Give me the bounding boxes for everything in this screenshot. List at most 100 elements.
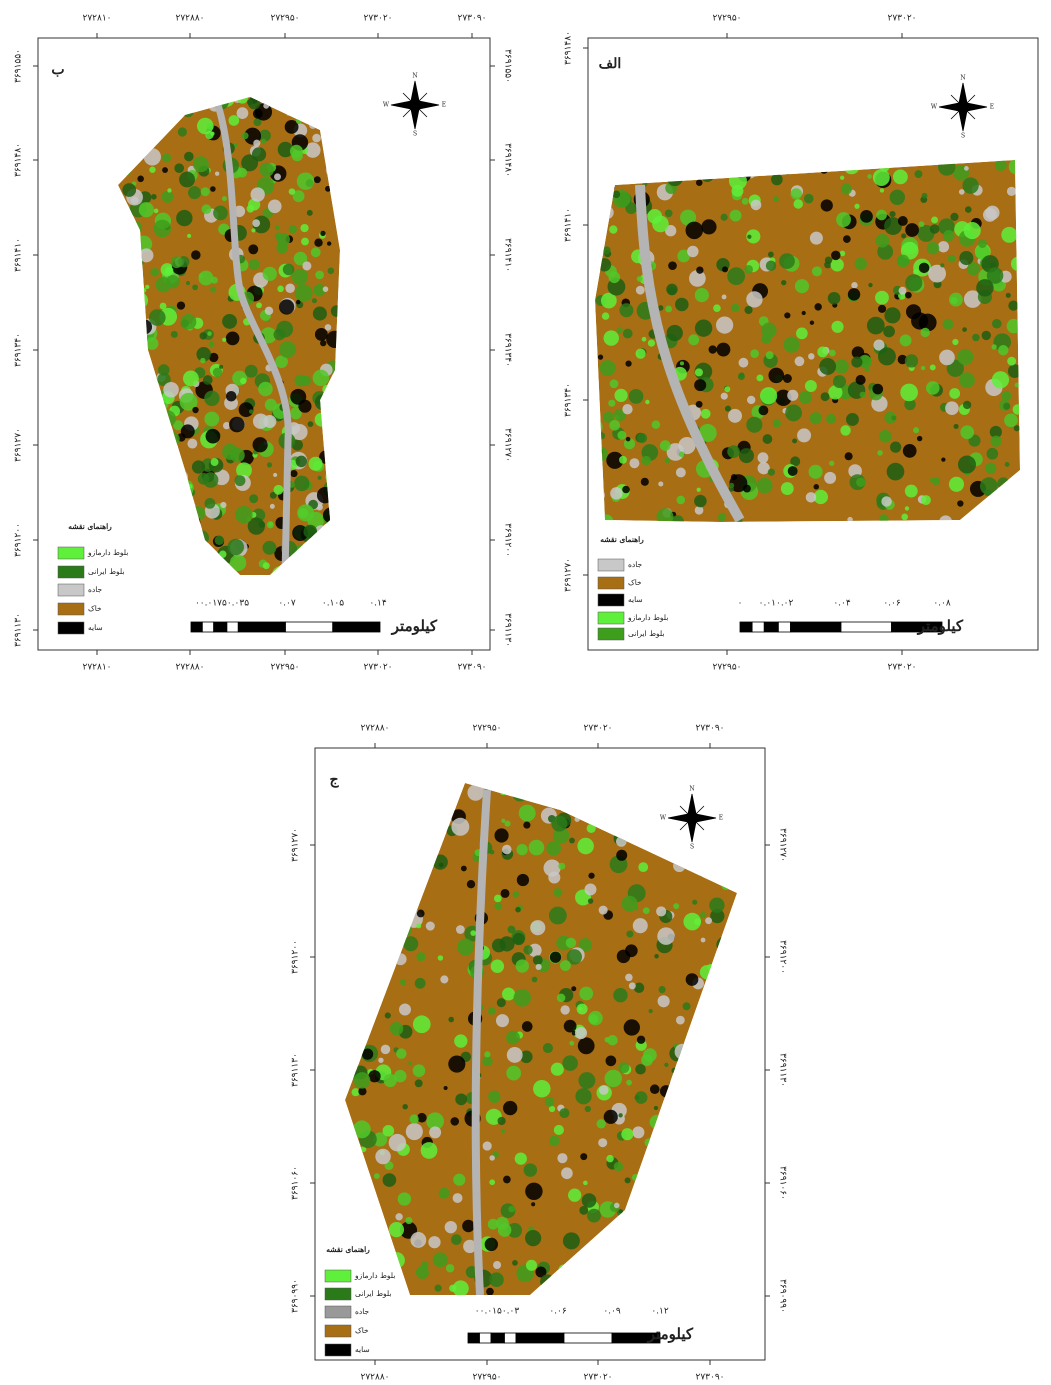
legend-label: سایه <box>88 623 103 632</box>
vegetation-patch <box>696 266 704 274</box>
vegetation-patch <box>992 318 1002 329</box>
vegetation-patch <box>889 210 896 218</box>
vegetation-patch <box>775 389 792 407</box>
legend-swatch <box>324 1269 352 1283</box>
vegetation-patch <box>368 1070 381 1083</box>
vegetation-patch <box>645 399 650 405</box>
vegetation-patch <box>273 328 286 341</box>
scale-bar-segment <box>563 1332 613 1344</box>
vegetation-patch <box>641 455 651 466</box>
x-tick-label: ۲۷۳۰۲۰ <box>363 663 392 673</box>
vegetation-patch <box>214 171 220 176</box>
vegetation-patch <box>253 139 261 147</box>
vegetation-patch <box>668 261 677 271</box>
vegetation-patch <box>678 437 696 455</box>
vegetation-patch <box>577 1037 595 1055</box>
vegetation-patch <box>372 1132 388 1147</box>
vegetation-patch <box>183 370 199 387</box>
vegetation-patch <box>266 521 274 529</box>
legend-swatch <box>597 627 625 641</box>
vegetation-patch <box>506 1065 522 1081</box>
vegetation-patch <box>761 322 777 338</box>
vegetation-patch <box>279 341 297 359</box>
vegetation-patch <box>176 301 186 310</box>
vegetation-patch <box>1006 318 1020 334</box>
vegetation-patch <box>767 468 775 476</box>
vegetation-patch <box>790 188 802 200</box>
vegetation-patch <box>659 440 671 451</box>
vegetation-patch <box>656 906 667 917</box>
vegetation-patch <box>252 437 268 453</box>
vegetation-patch <box>932 477 941 486</box>
vegetation-patch <box>325 185 331 192</box>
x-tick-label: ۲۷۳۰۲۰ <box>363 14 392 24</box>
vegetation-patch <box>249 494 259 504</box>
vegetation-patch <box>197 473 210 485</box>
vegetation-patch <box>187 438 198 449</box>
y-tick-label: ۳۶۹۱۵۵۰ <box>14 49 24 83</box>
vegetation-patch <box>438 1187 450 1199</box>
vegetation-patch <box>574 1027 588 1040</box>
scale-label: ۰.۰۱۰.۰۲ <box>759 599 794 609</box>
legend-swatch <box>597 593 625 607</box>
vegetation-patch <box>455 1093 468 1106</box>
vegetation-patch <box>516 843 528 856</box>
vegetation-patch <box>452 1280 469 1295</box>
vegetation-patch <box>901 513 908 521</box>
vegetation-patch <box>804 193 814 204</box>
vegetation-patch <box>796 327 808 340</box>
vegetation-patch <box>905 223 919 237</box>
vegetation-patch <box>757 452 769 464</box>
vegetation-patch <box>883 325 895 338</box>
vegetation-patch <box>236 462 252 479</box>
vegetation-patch <box>856 477 866 487</box>
vegetation-patch <box>613 1202 620 1209</box>
scale-label: ۰.۰۶ <box>549 1307 567 1317</box>
vegetation-patch <box>716 342 731 357</box>
vegetation-patch <box>741 197 749 205</box>
y-tick-label: ۳۶۹۱۰۶۰ <box>778 1166 788 1200</box>
vegetation-patch <box>137 175 144 183</box>
road <box>471 789 491 1295</box>
vegetation-patch <box>747 395 756 405</box>
legend-label: بلوط ایرانی <box>355 1289 392 1298</box>
vegetation-patch <box>184 151 194 162</box>
vegetation-patch <box>167 188 172 193</box>
vegetation-patch <box>746 291 763 308</box>
vegetation-patch <box>962 177 979 194</box>
vegetation-patch <box>222 337 227 342</box>
x-tick-label: ۲۷۳۰۲۰ <box>583 724 612 734</box>
vegetation-patch <box>176 209 193 227</box>
vegetation-patch <box>623 438 636 450</box>
compass-letter: S <box>961 133 965 140</box>
vegetation-patch <box>496 998 506 1008</box>
vegetation-patch <box>950 212 959 221</box>
vegetation-patch <box>267 199 282 214</box>
vegetation-patch <box>122 183 137 197</box>
vegetation-patch <box>633 982 645 994</box>
vegetation-patch <box>854 257 867 271</box>
vegetation-patch <box>701 219 717 235</box>
map-panel: ۲۷۲۸۸۰ ۲۷۲۸۸۰ ۲۷۲۹۵۰ ۲۷۲۹۵۰ ۲۷۳۰۲۰ ۲۷۳۰۲۰ ۲۷۳۰… <box>291 724 788 1383</box>
vegetation-patch <box>947 254 956 263</box>
vegetation-patch <box>636 1035 646 1044</box>
vegetation-patch <box>523 1163 538 1177</box>
vegetation-patch <box>225 391 237 402</box>
y-tick-label: ۳۶۹۱۲۰۰ <box>503 523 513 557</box>
vegetation-patch <box>428 1236 441 1249</box>
vegetation-patch <box>221 196 227 202</box>
vegetation-patch <box>916 435 923 442</box>
vegetation-patch <box>219 364 224 369</box>
vegetation-patch <box>638 862 649 873</box>
vegetation-patch <box>872 383 884 395</box>
vegetation-patch <box>500 888 510 898</box>
vegetation-patch <box>426 1112 444 1131</box>
vegetation-patch <box>958 189 965 195</box>
vegetation-patch <box>425 921 435 931</box>
x-tick-label: ۲۷۳۰۹۰ <box>457 14 486 24</box>
scale-bar-segment <box>467 1332 480 1344</box>
y-tick-label: ۳۶۹۱۳۴۰ <box>14 333 24 367</box>
vegetation-patch <box>568 1188 582 1202</box>
vegetation-patch <box>448 1016 455 1023</box>
vegetation-patch <box>897 216 908 226</box>
